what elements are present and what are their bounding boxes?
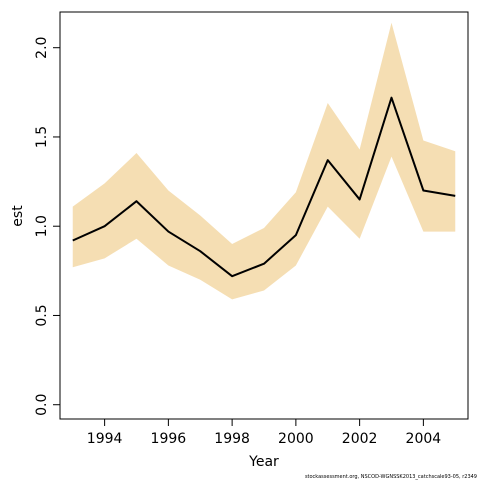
x-tick-label: 2000 [278,431,314,447]
plot-frame [59,11,469,420]
y-tick-label: 2.0 [34,37,50,59]
x-tick-label: 1996 [151,431,187,447]
y-tick-label: 0.0 [34,394,50,416]
estimate-line [72,96,456,278]
x-tick-label: 2004 [406,431,442,447]
x-axis: 1994 1996 1998 2000 2002 2004 [87,419,441,447]
x-tick-label: 1998 [214,431,250,447]
x-axis-title: Year [248,454,279,470]
y-axis: 0.0 0.5 1.0 1.5 2.0 [34,37,60,416]
y-tick-label: 1.0 [34,215,50,237]
plot-area [72,22,456,300]
x-tick-label: 1994 [87,431,123,447]
y-axis-title: est [10,205,26,227]
footnote: stockassessment.org, NSCOD-WGNSSK2013_ca… [305,474,477,480]
y-tick-label: 0.5 [34,304,50,326]
x-tick-label: 2002 [342,431,378,447]
y-tick-label: 1.5 [34,126,50,148]
